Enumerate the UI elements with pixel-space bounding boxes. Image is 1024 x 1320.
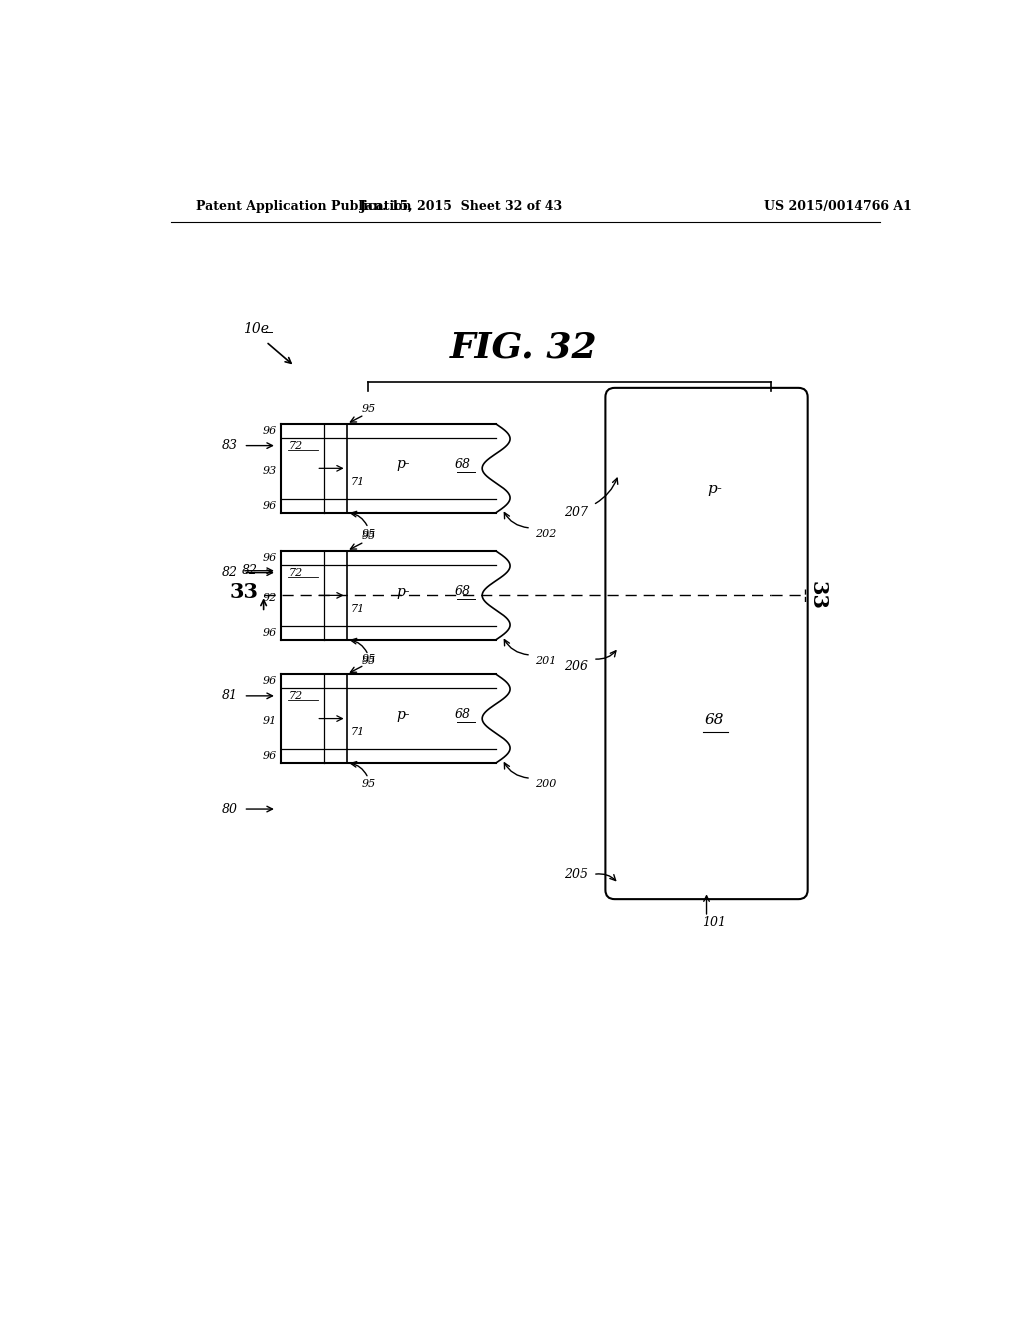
Text: 96: 96 bbox=[262, 628, 276, 638]
Text: 71: 71 bbox=[350, 478, 365, 487]
Text: US 2015/0014766 A1: US 2015/0014766 A1 bbox=[764, 199, 911, 213]
Text: 91: 91 bbox=[262, 715, 276, 726]
Text: FIG. 32: FIG. 32 bbox=[450, 330, 597, 364]
Text: 207: 207 bbox=[563, 506, 588, 519]
Text: 71: 71 bbox=[350, 727, 365, 738]
Text: 10e: 10e bbox=[243, 322, 269, 337]
Text: 72: 72 bbox=[289, 441, 303, 450]
Text: p-: p- bbox=[396, 585, 410, 598]
Text: p-: p- bbox=[396, 708, 410, 722]
FancyBboxPatch shape bbox=[605, 388, 808, 899]
Text: 96: 96 bbox=[262, 500, 276, 511]
Text: 71: 71 bbox=[350, 605, 365, 614]
Text: 96: 96 bbox=[262, 751, 276, 760]
Text: Jan. 15, 2015  Sheet 32 of 43: Jan. 15, 2015 Sheet 32 of 43 bbox=[359, 199, 563, 213]
Text: 83: 83 bbox=[222, 440, 238, 453]
Text: 68: 68 bbox=[455, 458, 471, 471]
Text: p-: p- bbox=[396, 458, 410, 471]
Text: 201: 201 bbox=[535, 656, 556, 667]
Text: 68: 68 bbox=[455, 585, 471, 598]
Text: 72: 72 bbox=[289, 690, 303, 701]
Text: 68: 68 bbox=[455, 709, 471, 721]
Text: 68: 68 bbox=[705, 714, 724, 727]
Text: 95: 95 bbox=[361, 531, 376, 541]
Text: 95: 95 bbox=[361, 529, 376, 539]
Text: 33: 33 bbox=[808, 581, 827, 610]
Text: Patent Application Publication: Patent Application Publication bbox=[197, 199, 412, 213]
Text: 95: 95 bbox=[361, 656, 376, 667]
Text: 200: 200 bbox=[535, 779, 556, 789]
Text: 95: 95 bbox=[361, 653, 376, 664]
Text: 101: 101 bbox=[702, 916, 726, 929]
Text: 95: 95 bbox=[361, 779, 376, 789]
Text: 96: 96 bbox=[262, 553, 276, 564]
Text: 82: 82 bbox=[243, 564, 258, 577]
Text: p-: p- bbox=[707, 483, 722, 496]
Text: 81: 81 bbox=[222, 689, 238, 702]
Text: 93: 93 bbox=[262, 466, 276, 475]
Text: 205: 205 bbox=[563, 869, 588, 880]
Text: 82: 82 bbox=[222, 566, 238, 579]
Text: 80: 80 bbox=[222, 803, 238, 816]
Text: 72: 72 bbox=[289, 568, 303, 578]
Text: 202: 202 bbox=[535, 529, 556, 539]
Text: 92: 92 bbox=[262, 593, 276, 603]
Text: 96: 96 bbox=[262, 676, 276, 686]
Text: 33: 33 bbox=[229, 582, 258, 602]
Text: 206: 206 bbox=[563, 660, 588, 673]
Text: 96: 96 bbox=[262, 426, 276, 436]
Text: 95: 95 bbox=[361, 404, 376, 413]
